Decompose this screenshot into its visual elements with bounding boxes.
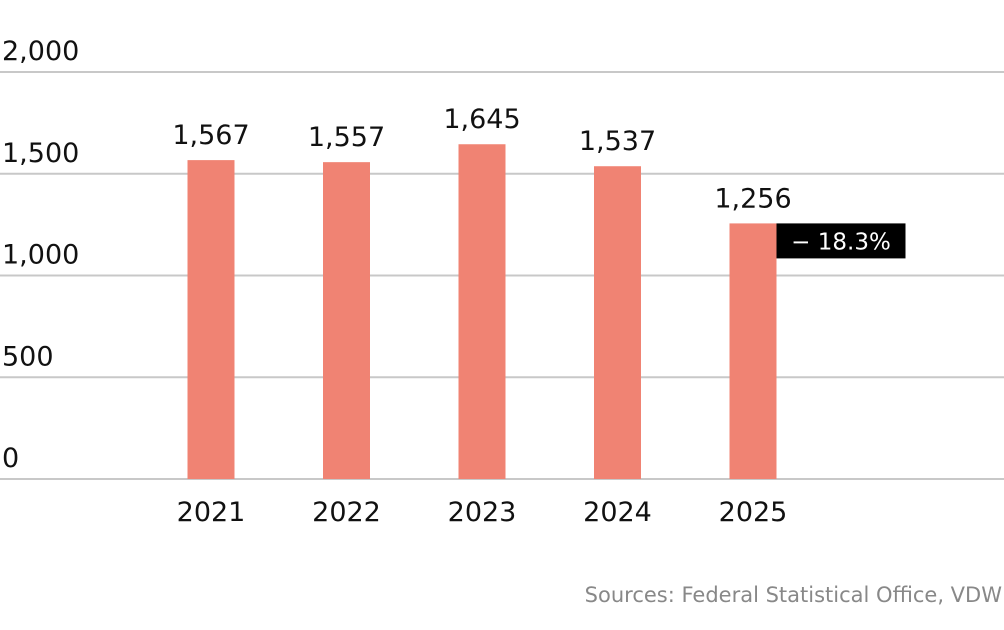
bar [323,162,370,479]
x-tick-label: 2021 [177,497,246,528]
y-tick-label: 0 [2,443,19,474]
value-label: 1,256 [714,183,791,214]
source-note: Sources: Federal Statistical Office, VDW [585,583,1003,607]
annotation: − 18.3% [791,229,891,255]
value-label: 1,557 [308,122,385,153]
bar [458,144,506,479]
value-label: 1,537 [579,126,656,157]
value-label: 1,645 [443,104,520,135]
y-tick-label: 500 [2,341,54,372]
x-tick-label: 2024 [583,497,652,528]
value-label: 1,567 [172,120,249,151]
y-tick-label: 1,000 [2,240,79,271]
bar [729,223,777,479]
y-tick-label: 2,000 [2,36,79,67]
y-tick-label: 1,500 [2,138,79,169]
x-tick-label: 2025 [719,497,788,528]
x-tick-label: 2022 [312,497,381,528]
bar [187,160,235,480]
x-tick-label: 2023 [448,497,517,528]
annotation-box [776,223,906,259]
bar [594,166,641,479]
